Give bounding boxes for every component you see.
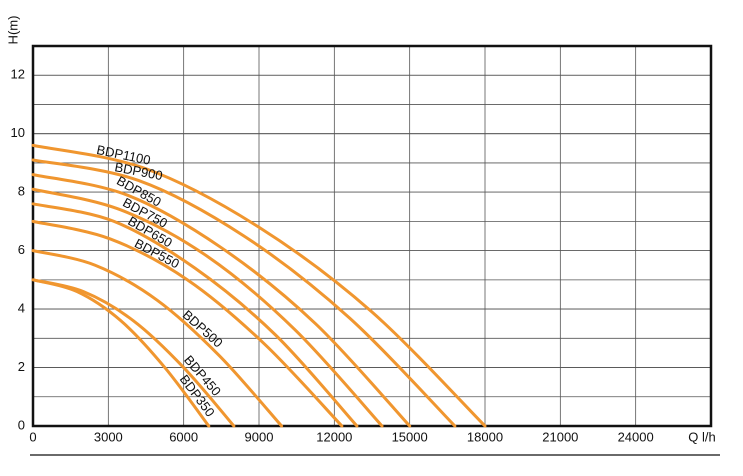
x-tick-label: 12000 [316,429,352,444]
pump-curve [31,278,211,428]
y-tick-label: 10 [11,125,25,140]
x-tick-label: 0 [29,429,36,444]
x-tick-label: 6000 [169,429,198,444]
pump-curve [31,249,284,428]
y-tick-label: 8 [18,184,25,199]
x-tick-label: 21000 [542,429,578,444]
y-tick-label: 12 [11,67,25,82]
y-tick-label: 2 [18,359,25,374]
x-tick-label: 24000 [618,429,654,444]
x-tick-label: 15000 [392,429,428,444]
x-tick-label: 18000 [467,429,503,444]
pump-curve [31,219,344,428]
curve-label: BDP500 [180,307,226,350]
y-tick-label: 4 [18,301,25,316]
y-tick-label: 0 [18,417,25,432]
pump-curve [31,202,359,428]
x-axis-label: Q l/h [688,429,715,444]
x-tick-label: 3000 [94,429,123,444]
y-axis-label: H(m) [5,16,20,45]
pump-curve [31,158,457,428]
y-tick-label: 6 [18,242,25,257]
pump-curve [31,187,384,428]
pump-curve [31,143,487,428]
x-tick-label: 9000 [245,429,274,444]
plot-frame [31,44,713,428]
pump-curve [31,173,412,428]
